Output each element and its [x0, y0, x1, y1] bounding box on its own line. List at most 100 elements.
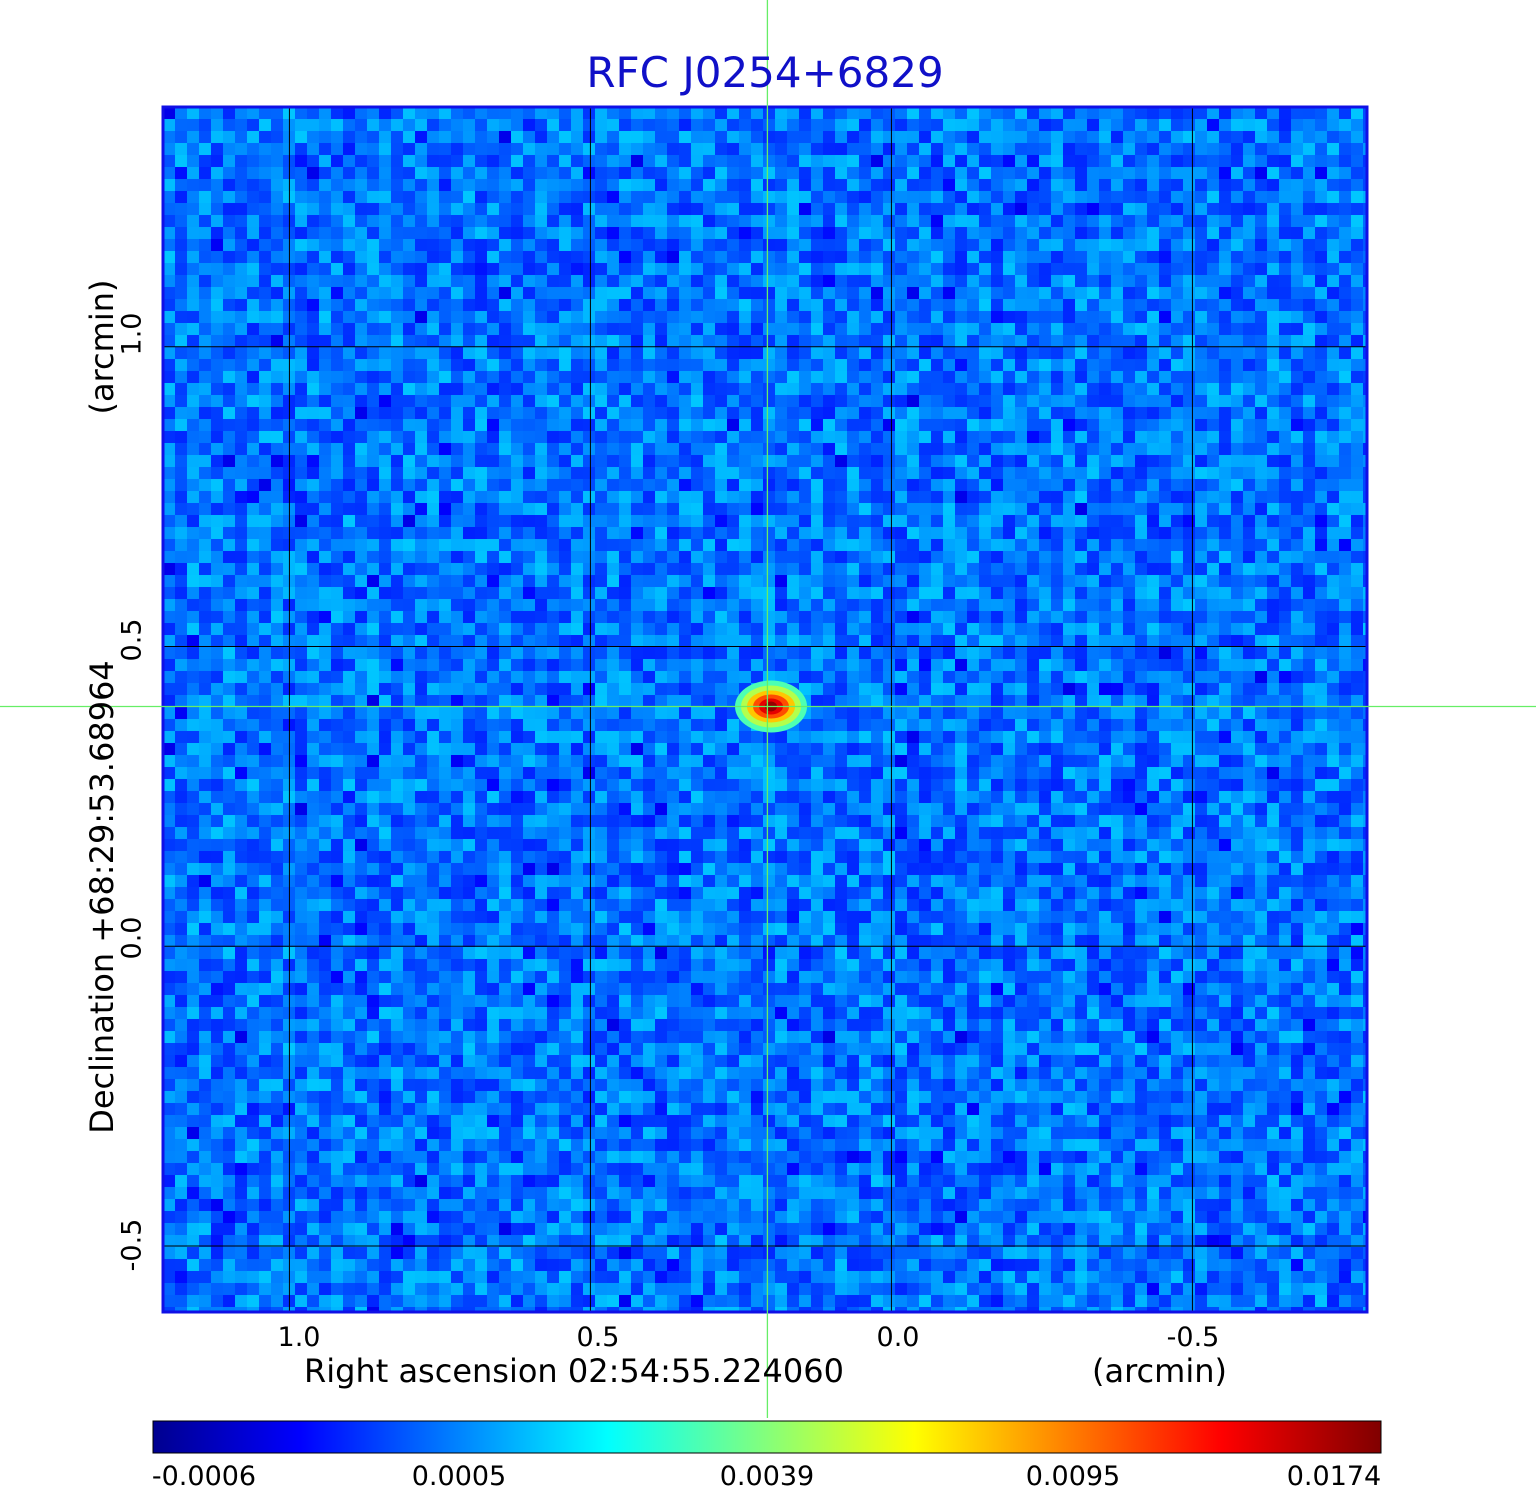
heat-pixel [631, 335, 643, 347]
heat-pixel [1171, 263, 1183, 275]
heat-pixel [1279, 455, 1291, 467]
heat-pixel [811, 107, 823, 119]
heat-pixel [331, 611, 343, 623]
heat-pixel [607, 251, 619, 263]
heat-pixel [1315, 203, 1327, 215]
heat-pixel [367, 551, 379, 563]
heat-pixel [835, 503, 847, 515]
heat-pixel [1171, 419, 1183, 431]
heat-pixel [991, 119, 1003, 131]
heat-pixel [1003, 239, 1015, 251]
heat-pixel [787, 551, 799, 563]
heat-pixel [787, 431, 799, 443]
heat-pixel [715, 107, 727, 119]
heat-pixel [1063, 371, 1075, 383]
heat-pixel [1111, 599, 1123, 611]
heat-pixel [871, 179, 883, 191]
heat-pixel [643, 395, 655, 407]
heat-pixel [187, 443, 199, 455]
heat-pixel [559, 299, 571, 311]
heat-pixel [199, 551, 211, 563]
heat-pixel [583, 275, 595, 287]
heat-pixel [547, 131, 559, 143]
heat-pixel [247, 119, 259, 131]
heat-pixel [247, 479, 259, 491]
heat-pixel [823, 659, 835, 671]
heat-pixel [463, 287, 475, 299]
heat-pixel [259, 143, 271, 155]
heat-pixel [799, 563, 811, 575]
heat-pixel [1063, 539, 1075, 551]
heat-pixel [1099, 191, 1111, 203]
heat-pixel [619, 407, 631, 419]
heat-pixel [835, 299, 847, 311]
heat-pixel [199, 407, 211, 419]
heat-pixel [1063, 575, 1075, 587]
heat-pixel [523, 587, 535, 599]
heat-pixel [571, 467, 583, 479]
heat-pixel [271, 467, 283, 479]
heat-pixel [235, 179, 247, 191]
heat-pixel [403, 611, 415, 623]
heat-pixel [319, 371, 331, 383]
heat-pixel [199, 299, 211, 311]
heat-pixel [847, 623, 859, 635]
heat-pixel [235, 563, 247, 575]
heat-pixel [835, 275, 847, 287]
heat-pixel [535, 191, 547, 203]
heat-pixel [583, 695, 595, 707]
heat-pixel [679, 323, 691, 335]
heat-pixel [595, 359, 607, 371]
heat-pixel [931, 155, 943, 167]
heat-pixel [295, 479, 307, 491]
heat-pixel [679, 407, 691, 419]
heat-pixel [931, 467, 943, 479]
heat-pixel [367, 419, 379, 431]
heat-pixel [739, 239, 751, 251]
heat-pixel [163, 599, 175, 611]
heat-pixel [559, 443, 571, 455]
heat-pixel [187, 275, 199, 287]
heat-pixel [379, 275, 391, 287]
heat-pixel [871, 359, 883, 371]
heat-pixel [667, 503, 679, 515]
heat-pixel [571, 419, 583, 431]
heat-pixel [1159, 431, 1171, 443]
heat-pixel [1291, 383, 1303, 395]
heat-pixel [871, 107, 883, 119]
heat-pixel [1339, 467, 1351, 479]
heat-pixel [1267, 251, 1279, 263]
heat-pixel [583, 443, 595, 455]
heat-pixel [1255, 647, 1267, 659]
heat-pixel [1231, 599, 1243, 611]
heat-pixel [643, 491, 655, 503]
heat-pixel [259, 311, 271, 323]
heat-pixel [967, 563, 979, 575]
heat-pixel [823, 299, 835, 311]
heat-pixel [1039, 227, 1051, 239]
heat-pixel [883, 119, 895, 131]
heat-pixel [811, 335, 823, 347]
heat-pixel [1075, 359, 1087, 371]
heat-pixel [547, 647, 559, 659]
heat-pixel [535, 203, 547, 215]
heat-pixel [319, 359, 331, 371]
heat-pixel [1267, 455, 1279, 467]
heat-pixel [1195, 323, 1207, 335]
heat-pixel [595, 335, 607, 347]
heat-pixel [1195, 527, 1207, 539]
heat-pixel [967, 203, 979, 215]
heat-pixel [1279, 239, 1291, 251]
heat-pixel [379, 383, 391, 395]
heat-pixel [1171, 275, 1183, 287]
heat-pixel [391, 383, 403, 395]
heat-pixel [1243, 527, 1255, 539]
heat-pixel [667, 455, 679, 467]
heat-pixel [1063, 275, 1075, 287]
heat-pixel [1231, 191, 1243, 203]
heat-pixel [487, 647, 499, 659]
heat-pixel [799, 359, 811, 371]
heat-pixel [475, 167, 487, 179]
heat-pixel [487, 371, 499, 383]
heat-pixel [1123, 467, 1135, 479]
